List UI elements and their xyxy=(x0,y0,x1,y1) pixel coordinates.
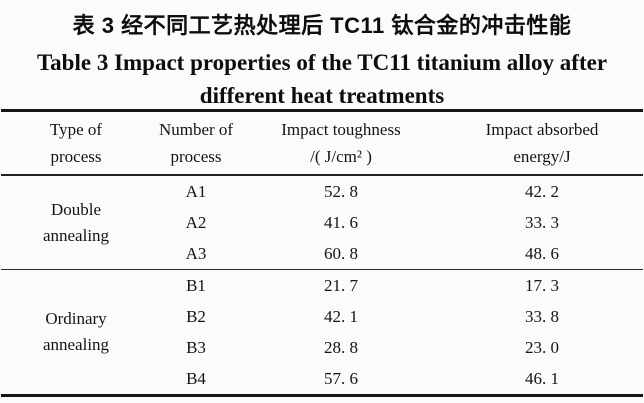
col-header-impact-absorbed-energy: Impact absorbed energy/J xyxy=(441,116,643,170)
row-a2-impact-toughness: 41. 6 xyxy=(324,212,358,232)
header-line: Impact absorbed xyxy=(485,120,599,139)
group-double-annealing: Double annealing A1 52. 8 42. 2 A2 41. 6… xyxy=(1,176,643,270)
row-b3-number: B3 xyxy=(186,337,206,357)
group-label-double-annealing: Double annealing xyxy=(42,199,110,245)
header-line: energy/J xyxy=(513,147,571,166)
col-header-impact-toughness: Impact toughness /( J/cm² ) xyxy=(241,116,441,170)
header-line: Impact toughness xyxy=(281,120,401,139)
row-b1-impact-toughness: 21. 7 xyxy=(324,275,358,295)
header-line: process xyxy=(170,147,222,166)
row-b2-number: B2 xyxy=(186,306,206,326)
group-label-ordinary-annealing: Ordinary annealing xyxy=(42,309,110,354)
header-line: process xyxy=(50,147,102,166)
row-b2-impact-absorbed-energy: 33. 8 xyxy=(525,306,559,326)
row-b4-number: B4 xyxy=(186,368,206,388)
row-a3-number: A3 xyxy=(185,243,207,263)
header-line: Number of xyxy=(158,120,234,139)
group-ordinary-annealing: Ordinary annealing B1 21. 7 17. 3 B2 42.… xyxy=(1,270,643,397)
row-a1-impact-absorbed-energy: 42. 2 xyxy=(525,181,559,201)
row-b3-impact-absorbed-energy: 23. 0 xyxy=(525,337,559,357)
row-b1-number: B1 xyxy=(186,275,206,295)
row-b4-impact-toughness: 57. 6 xyxy=(324,368,358,388)
row-a2-impact-absorbed-energy: 33. 3 xyxy=(525,212,559,232)
impact-properties-table: Type of process Number of process Impact… xyxy=(1,109,643,397)
col-header-type-of-process: Type of process xyxy=(1,116,151,170)
header-line: /( J/cm² ) xyxy=(310,147,372,166)
row-a3-impact-absorbed-energy: 48. 6 xyxy=(525,243,559,263)
row-a1-impact-toughness: 52. 8 xyxy=(324,181,358,201)
row-b2-impact-toughness: 42. 1 xyxy=(324,306,358,326)
row-a3-impact-toughness: 60. 8 xyxy=(324,243,358,263)
row-a1-number: A1 xyxy=(185,181,207,201)
row-b1-impact-absorbed-energy: 17. 3 xyxy=(525,275,559,295)
table-caption-english-line1: Table 3 Impact properties of the TC11 ti… xyxy=(36,50,608,75)
row-a2-number: A2 xyxy=(185,212,207,232)
row-b4-impact-absorbed-energy: 46. 1 xyxy=(525,368,559,388)
table-header-row: Type of process Number of process Impact… xyxy=(1,112,643,176)
table-caption-chinese: 表 3 经不同工艺热处理后 TC11 钛合金的冲击性能 xyxy=(72,13,572,38)
row-b3-impact-toughness: 28. 8 xyxy=(324,337,358,357)
header-line: Type of xyxy=(49,120,103,139)
table-caption-english-line2: different heat treatments xyxy=(199,83,445,108)
col-header-number-of-process: Number of process xyxy=(151,116,241,170)
